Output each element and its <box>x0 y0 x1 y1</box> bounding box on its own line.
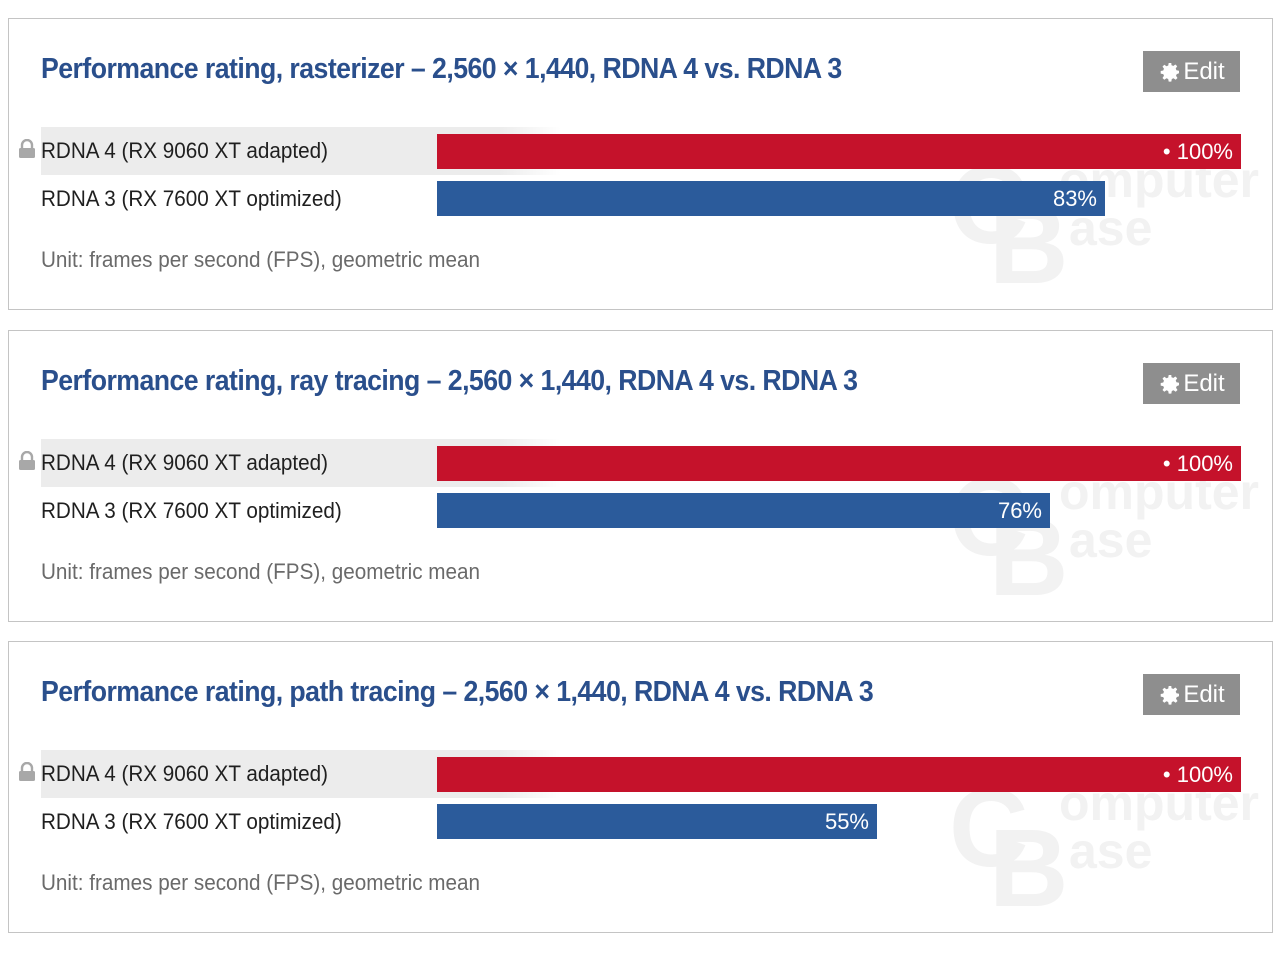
gear-icon <box>1161 62 1180 82</box>
lock-icon[interactable] <box>18 451 36 471</box>
edit-button[interactable]: Edit <box>1143 363 1240 404</box>
row-label-rdna3: RDNA 3 (RX 7600 XT optimized) <box>41 498 342 523</box>
bar-rdna4[interactable]: • 100% <box>437 757 1241 792</box>
bar-rdna4[interactable]: • 100% <box>437 134 1241 169</box>
bar-value: • 100% <box>1162 450 1233 476</box>
row-label-rdna4: RDNA 4 (RX 9060 XT adapted) <box>41 138 329 163</box>
chart-title: Performance rating, rasterizer – 2,560 ×… <box>41 53 842 85</box>
gear-icon <box>1161 685 1180 705</box>
edit-label: Edit <box>1183 680 1225 708</box>
bar-value: • 100% <box>1162 138 1233 164</box>
bar-value: 76% <box>997 497 1042 523</box>
edit-label: Edit <box>1183 57 1225 85</box>
bar-rdna4[interactable]: • 100% <box>437 446 1241 481</box>
unit-note: Unit: frames per second (FPS), geometric… <box>41 559 481 584</box>
bar-value: 83% <box>1052 185 1097 211</box>
edit-button[interactable]: Edit <box>1143 51 1240 92</box>
bar-rdna3[interactable]: 55% <box>437 804 877 839</box>
lock-icon[interactable] <box>18 762 36 782</box>
edit-button[interactable]: Edit <box>1143 674 1240 715</box>
unit-note: Unit: frames per second (FPS), geometric… <box>41 247 481 272</box>
row-label-rdna4: RDNA 4 (RX 9060 XT adapted) <box>41 761 329 786</box>
chart-title: Performance rating, path tracing – 2,560… <box>41 676 874 708</box>
lock-icon[interactable] <box>18 139 36 159</box>
edit-label: Edit <box>1183 369 1225 397</box>
bar-rdna3[interactable]: 83% <box>437 181 1105 216</box>
row-label-rdna4: RDNA 4 (RX 9060 XT adapted) <box>41 450 329 475</box>
bar-value: 55% <box>824 808 869 834</box>
bar-rdna3[interactable]: 76% <box>437 493 1050 528</box>
bar-value: • 100% <box>1162 761 1233 787</box>
chart-title: Performance rating, ray tracing – 2,560 … <box>41 365 858 397</box>
row-label-rdna3: RDNA 3 (RX 7600 XT optimized) <box>41 186 342 211</box>
gear-icon <box>1161 374 1180 394</box>
row-label-rdna3: RDNA 3 (RX 7600 XT optimized) <box>41 809 342 834</box>
unit-note: Unit: frames per second (FPS), geometric… <box>41 870 481 895</box>
